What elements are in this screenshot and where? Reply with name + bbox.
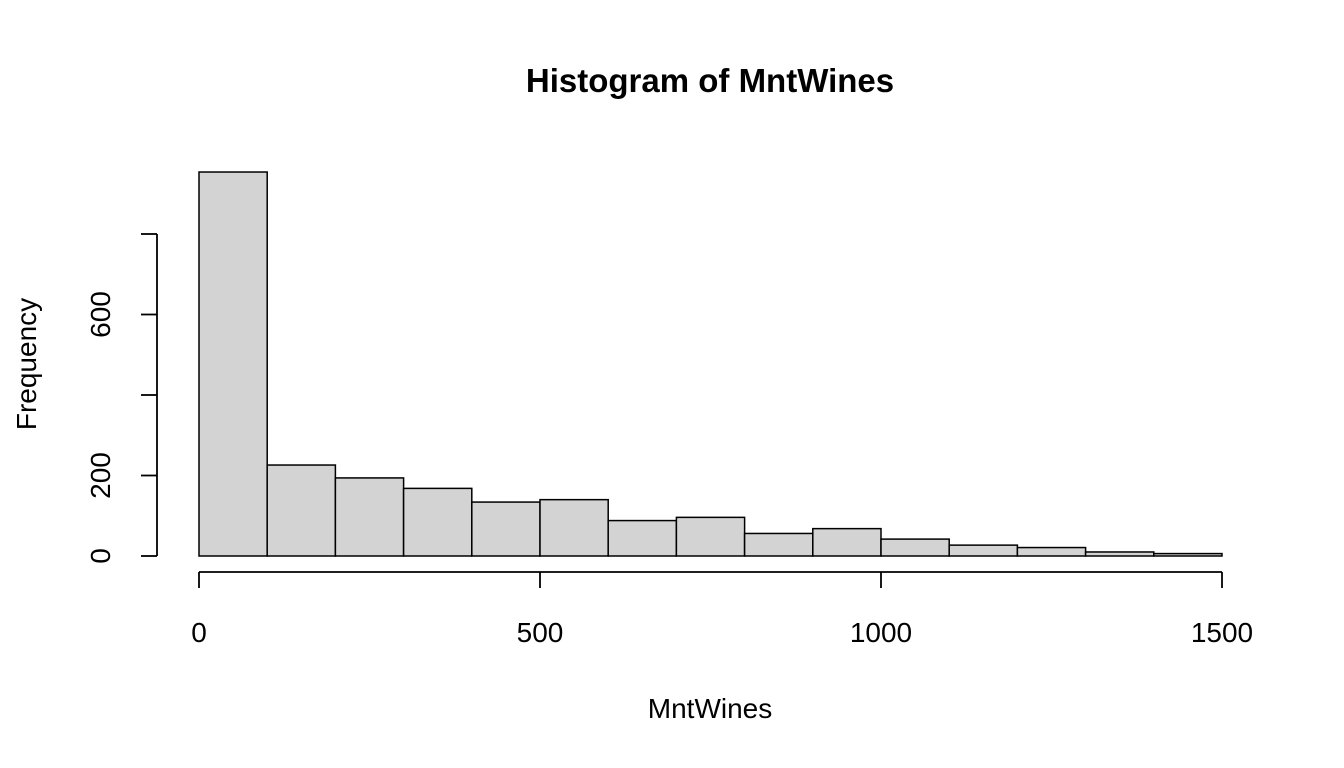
x-tick-label: 0 — [191, 617, 207, 648]
histogram-bar-13 — [1084, 551, 1155, 557]
x-tick-label: 500 — [517, 617, 564, 648]
histogram-bar-6 — [607, 519, 678, 557]
histogram-bar-12 — [1016, 546, 1087, 557]
x-axis-label: MntWines — [648, 693, 772, 724]
y-tick-label: 600 — [85, 291, 116, 338]
histogram-bar-10 — [880, 538, 950, 557]
histogram-bar-0 — [198, 171, 268, 557]
y-axis-label: Frequency — [11, 298, 42, 430]
histogram-bar-11 — [948, 544, 1019, 557]
histogram-bar-5 — [539, 498, 609, 557]
y-axis: 0 200 600 — [85, 233, 158, 564]
histogram-bar-2 — [334, 477, 405, 557]
histogram-bar-7 — [675, 516, 746, 557]
histogram-bar-14 — [1153, 552, 1223, 557]
histogram-bar-1 — [266, 464, 337, 557]
x-axis: 0 500 1000 1500 — [191, 571, 1253, 648]
histogram-bar-9 — [812, 527, 882, 557]
histogram-bar-8 — [743, 532, 814, 557]
histogram-bar-3 — [402, 487, 473, 557]
x-tick-label: 1000 — [850, 617, 912, 648]
y-tick-label: 200 — [85, 452, 116, 499]
y-tick-label: 0 — [85, 548, 116, 564]
bars-group — [198, 171, 1223, 557]
chart-title: Histogram of MntWines — [526, 62, 894, 99]
x-tick-label: 1500 — [1191, 617, 1253, 648]
histogram-bar-4 — [471, 501, 541, 557]
